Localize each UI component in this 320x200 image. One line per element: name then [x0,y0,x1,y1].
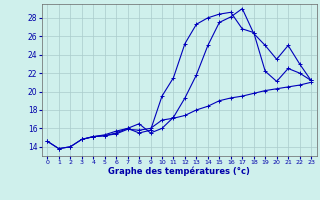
X-axis label: Graphe des températures (°c): Graphe des températures (°c) [108,167,250,176]
